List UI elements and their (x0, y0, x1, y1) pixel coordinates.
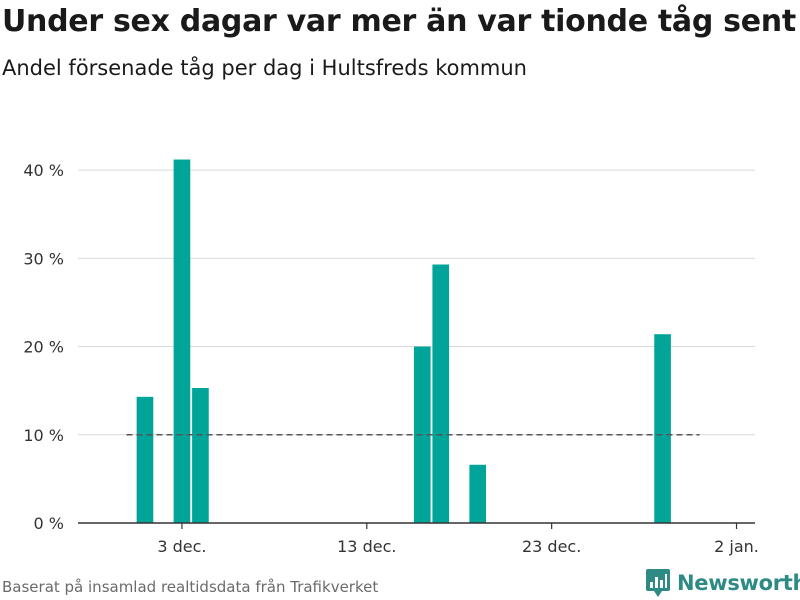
x-axis (78, 522, 755, 529)
bar (192, 388, 209, 523)
bar (173, 159, 191, 523)
y-tick-label: 0 % (34, 514, 64, 533)
x-tick-label: 3 dec. (157, 537, 206, 556)
x-tick-label: 23 dec. (522, 537, 581, 556)
bar (654, 334, 671, 523)
bar (469, 464, 487, 523)
x-tick-labels: 3 dec. 13 dec. 23 dec. 2 jan. (157, 537, 759, 556)
source-note: Baserat på insamlad realtidsdata från Tr… (2, 578, 379, 596)
y-tick-label: 30 % (23, 249, 64, 268)
brand-name: Newsworthy (677, 571, 800, 595)
newsworthy-logo-icon (646, 569, 670, 597)
x-tick-label: 13 dec. (337, 537, 396, 556)
chart-title: Under sex dagar var mer än var tionde tå… (2, 4, 796, 39)
brand-logo: Newsworthy (645, 568, 800, 598)
bar (432, 264, 450, 523)
y-tick-labels: 0 % 10 % 20 % 30 % 40 % (23, 161, 64, 533)
y-tick-label: 10 % (23, 426, 64, 445)
bars (136, 159, 671, 523)
y-tick-label: 20 % (23, 338, 64, 357)
x-tick-label: 2 jan. (714, 537, 759, 556)
chart-subtitle: Andel försenade tåg per dag i Hultsfreds… (2, 56, 527, 80)
y-tick-label: 40 % (23, 161, 64, 180)
bar (136, 396, 154, 523)
